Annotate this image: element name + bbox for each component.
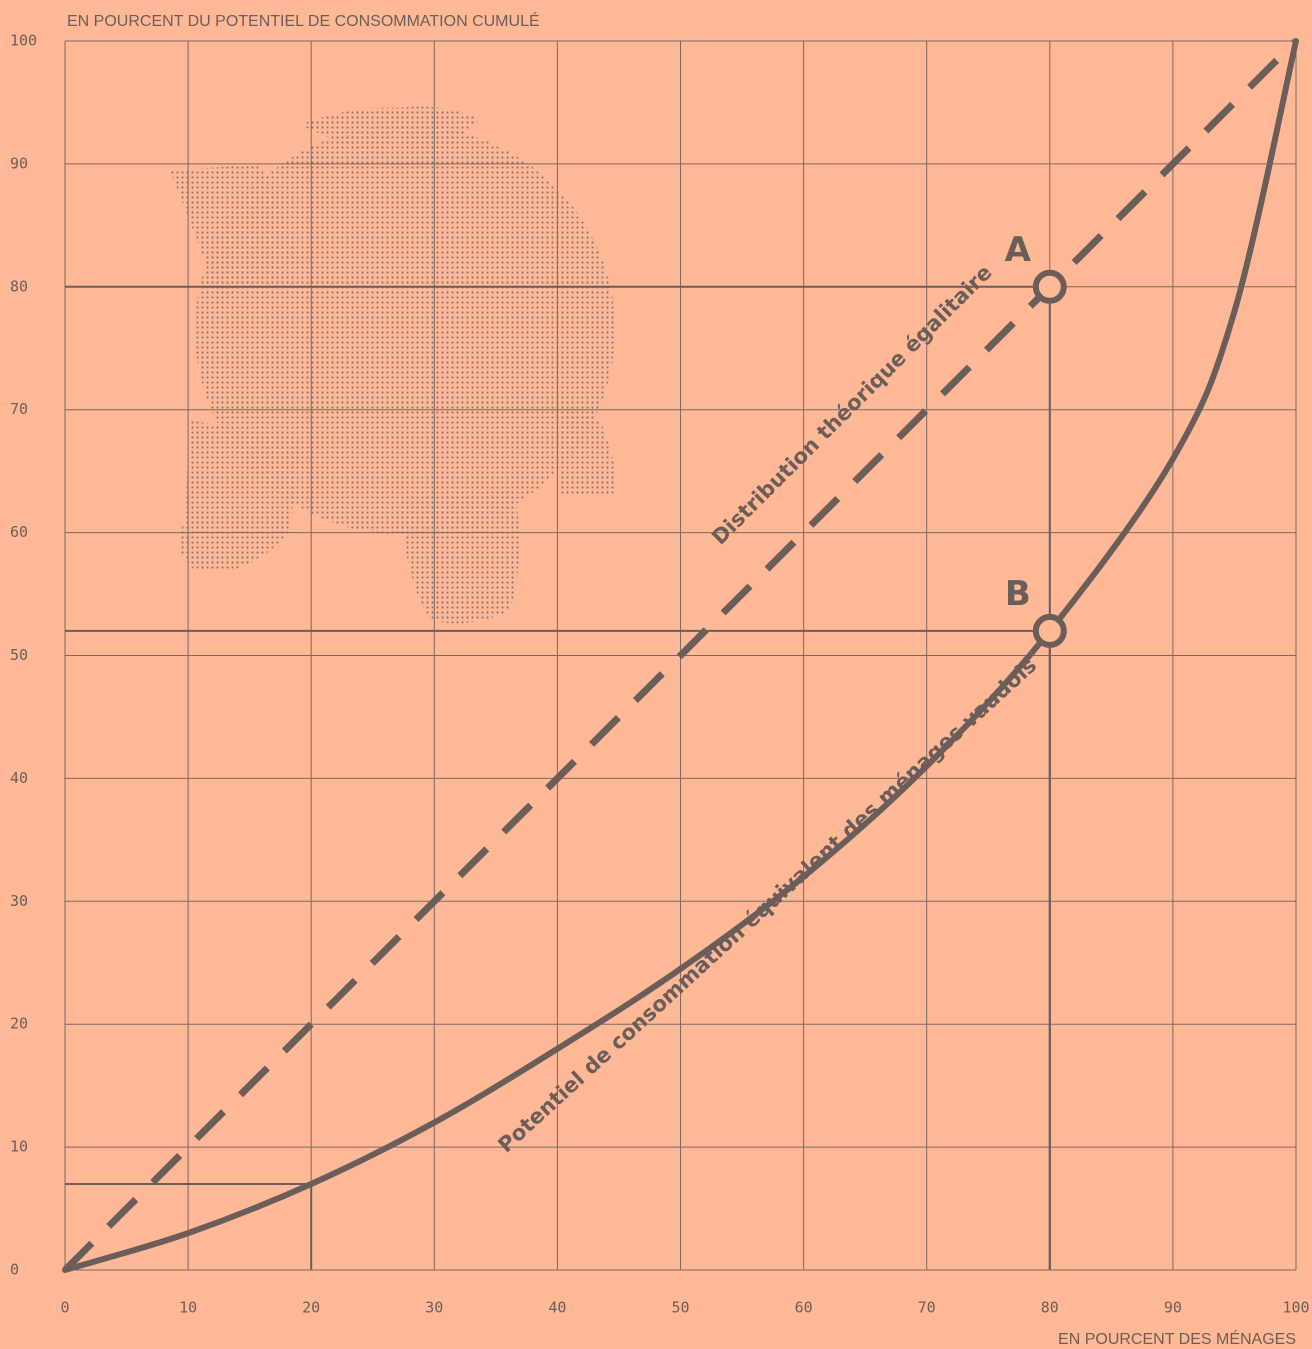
y-tick-label: 30 <box>10 892 28 910</box>
y-tick-label: 60 <box>10 523 28 541</box>
x-tick-label: 80 <box>1041 1299 1059 1317</box>
y-tick-label: 70 <box>10 400 28 418</box>
x-tick-label: 30 <box>425 1299 443 1317</box>
y-tick-label: 50 <box>10 646 28 664</box>
point-marker <box>1032 269 1067 304</box>
x-tick-label: 20 <box>302 1299 320 1317</box>
x-tick-label: 70 <box>918 1299 936 1317</box>
y-tick-label: 40 <box>10 769 28 787</box>
x-tick-label: 90 <box>1164 1299 1182 1317</box>
point-label: B <box>1005 574 1031 614</box>
x-tick-label: 100 <box>1282 1299 1309 1317</box>
piggy-illustration <box>170 106 616 624</box>
y-tick-label: 20 <box>10 1015 28 1033</box>
series-line <box>62 38 1299 1273</box>
y-tick-label: 100 <box>10 32 37 50</box>
series-line <box>62 38 1299 1273</box>
point-marker <box>1032 613 1067 648</box>
x-tick-label: 60 <box>795 1299 813 1317</box>
point-label: A <box>1005 230 1032 270</box>
y-tick-label: 80 <box>10 277 28 295</box>
x-tick-label: 40 <box>548 1299 566 1317</box>
y-tick-label: 10 <box>10 1138 28 1156</box>
y-tick-label: 0 <box>10 1261 19 1279</box>
x-tick-label: 50 <box>671 1299 689 1317</box>
x-tick-label: 10 <box>179 1299 197 1317</box>
x-tick-label: 0 <box>60 1299 69 1317</box>
y-tick-label: 90 <box>10 154 28 172</box>
x-axis-title: EN POURCENT DES MÉNAGES <box>1058 1329 1296 1348</box>
y-axis-title: EN POURCENT DU POTENTIEL DE CONSOMMATION… <box>67 11 540 30</box>
